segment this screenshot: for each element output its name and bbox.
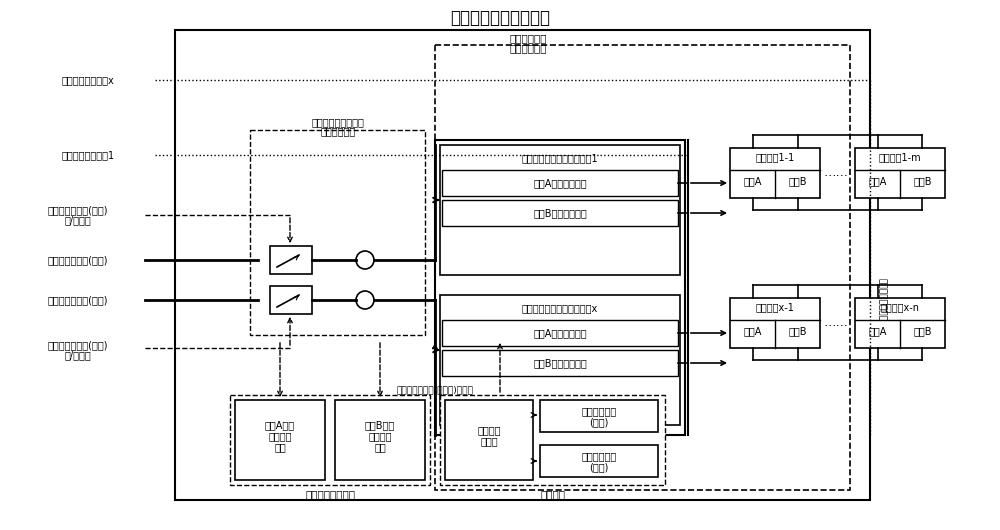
Text: 桥丝A启爆: 桥丝A启爆 xyxy=(265,420,295,430)
Text: 控制功能电路: 控制功能电路 xyxy=(509,43,547,53)
Bar xyxy=(435,140,685,435)
Text: 桥丝A启爆控制电路: 桥丝A启爆控制电路 xyxy=(533,178,587,188)
Text: 程控输出电路: 程控输出电路 xyxy=(581,451,617,461)
Text: 桥丝A启爆控制电路: 桥丝A启爆控制电路 xyxy=(533,328,587,338)
Bar xyxy=(442,350,678,376)
Text: 火工装置1-1: 火工装置1-1 xyxy=(755,152,795,162)
Text: 火工装置x-1: 火工装置x-1 xyxy=(756,302,794,312)
Bar xyxy=(540,445,658,477)
Bar xyxy=(435,45,850,490)
Text: 火工装置启爆指令x: 火工装置启爆指令x xyxy=(62,75,114,85)
Text: 火工装置1-m: 火工装置1-m xyxy=(879,152,921,162)
Text: 电流测量: 电流测量 xyxy=(368,431,392,441)
Bar xyxy=(230,395,430,485)
Text: 电路: 电路 xyxy=(374,442,386,452)
Text: 控制功能电路: 控制功能电路 xyxy=(320,126,356,136)
Text: 桥丝B启爆: 桥丝B启爆 xyxy=(365,420,395,430)
Bar xyxy=(442,170,678,196)
Text: 桥丝A: 桥丝A xyxy=(744,176,762,186)
Text: 火工品电源母线(备份): 火工品电源母线(备份) xyxy=(48,295,108,305)
Bar xyxy=(250,130,425,335)
Text: ……: …… xyxy=(824,316,848,330)
Text: 火工装置起爆控制装置: 火工装置起爆控制装置 xyxy=(450,9,550,27)
Text: 火工品电源母线(主备份)通指令: 火工品电源母线(主备份)通指令 xyxy=(397,385,473,394)
Text: 火工装置启爆控制驱动电路x: 火工装置启爆控制驱动电路x xyxy=(522,303,598,313)
Text: 火工装置x-n: 火工装置x-n xyxy=(881,302,920,312)
Bar xyxy=(445,400,533,480)
Bar xyxy=(335,400,425,480)
Text: 桥丝B: 桥丝B xyxy=(914,176,932,186)
Text: 时钟及控: 时钟及控 xyxy=(477,425,501,435)
Text: 火工装置起爆: 火工装置起爆 xyxy=(509,33,547,43)
Bar xyxy=(270,286,312,314)
Bar xyxy=(440,395,665,485)
Text: 通/断指令: 通/断指令 xyxy=(65,350,91,360)
Bar xyxy=(730,148,820,198)
Text: 桥丝A: 桥丝A xyxy=(744,326,762,336)
Text: 程控输出电路: 程控输出电路 xyxy=(581,406,617,416)
Text: 桥丝B: 桥丝B xyxy=(789,176,807,186)
Bar xyxy=(442,200,678,226)
Text: 电路: 电路 xyxy=(274,442,286,452)
Bar xyxy=(175,30,870,500)
Text: (主份): (主份) xyxy=(589,417,609,427)
Text: ……: …… xyxy=(824,166,848,180)
Text: 火工装置起爆指令: 火工装置起爆指令 xyxy=(878,278,887,322)
Text: 程控电路: 程控电路 xyxy=(540,489,566,499)
Bar xyxy=(235,400,325,480)
Text: 电流测量: 电流测量 xyxy=(268,431,292,441)
Bar xyxy=(855,298,945,348)
Bar xyxy=(440,145,680,275)
Text: 桥丝B: 桥丝B xyxy=(914,326,932,336)
Text: 制电路: 制电路 xyxy=(480,436,498,446)
Text: 桥丝B启爆控制电路: 桥丝B启爆控制电路 xyxy=(533,358,587,368)
Text: 火工装置启爆控制驱动电路1: 火工装置启爆控制驱动电路1 xyxy=(522,153,598,163)
Text: 启爆电流测量电路: 启爆电流测量电路 xyxy=(305,489,355,499)
Text: 火工品电源母线(主份): 火工品电源母线(主份) xyxy=(48,255,108,265)
Text: 桥丝B: 桥丝B xyxy=(789,326,807,336)
Text: 通/断指令: 通/断指令 xyxy=(65,215,91,225)
Text: 桥丝B启爆控制电路: 桥丝B启爆控制电路 xyxy=(533,208,587,218)
Text: 桥丝A: 桥丝A xyxy=(869,326,887,336)
Text: 火工装置启爆指令1: 火工装置启爆指令1 xyxy=(61,150,115,160)
Bar xyxy=(270,246,312,274)
Text: (备份): (备份) xyxy=(589,462,609,472)
Bar xyxy=(730,298,820,348)
Text: 桥丝A: 桥丝A xyxy=(869,176,887,186)
Text: 火工品脉冲母线开关: 火工品脉冲母线开关 xyxy=(312,117,364,127)
Text: 火工品电源母线(备份): 火工品电源母线(备份) xyxy=(48,340,108,350)
Text: 火工品电源母线(主份): 火工品电源母线(主份) xyxy=(48,205,108,215)
Bar xyxy=(855,148,945,198)
Bar xyxy=(442,320,678,346)
Bar xyxy=(440,295,680,425)
Bar xyxy=(540,400,658,432)
